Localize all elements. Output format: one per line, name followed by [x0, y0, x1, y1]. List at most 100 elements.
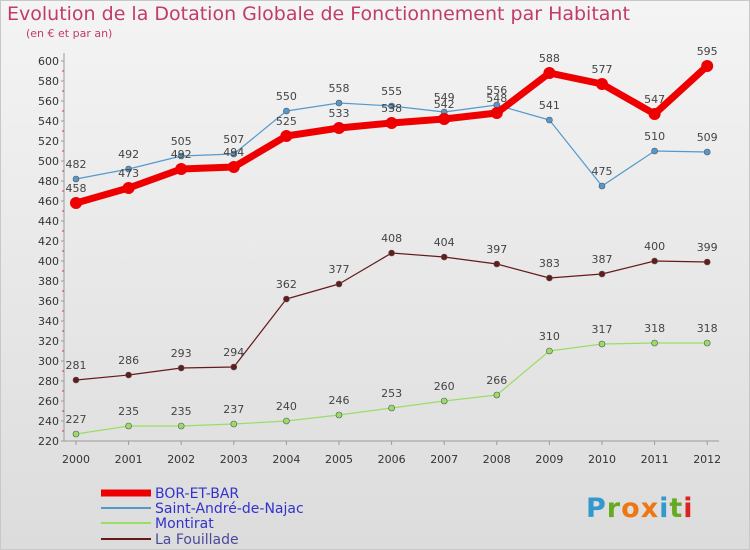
x-tick-label: 2000	[62, 453, 90, 466]
y-tick-label: 560	[38, 95, 59, 108]
y-tick-label: 600	[38, 55, 59, 68]
data-point-saint-andre-de-najac	[230, 150, 238, 158]
legend-label: Saint-André-de-Najac	[155, 501, 304, 517]
data-point-saint-andre-de-najac	[703, 148, 711, 156]
data-point-bor-et-bar	[280, 130, 293, 142]
y-tick-label: 360	[38, 295, 59, 308]
logo-letter: i	[659, 493, 670, 524]
data-point-bor-et-bar	[227, 161, 240, 173]
data-label-saint-andre-de-najac: 550	[276, 90, 297, 103]
y-tick-label: 340	[38, 315, 59, 328]
data-label-montirat: 260	[434, 380, 455, 393]
data-point-saint-andre-de-najac	[283, 107, 290, 115]
data-label-saint-andre-de-najac: 556	[486, 84, 507, 97]
data-point-saint-andre-de-najac	[546, 116, 553, 124]
chart-subtitle: (en € et par an)	[26, 27, 113, 40]
logo-letter: x	[640, 493, 660, 524]
data-point-la-fouillade	[335, 280, 343, 288]
data-label-la-fouillade: 404	[434, 236, 455, 249]
data-point-la-fouillade	[546, 274, 553, 282]
y-tick-label: 320	[38, 335, 59, 348]
data-point-la-fouillade	[283, 295, 290, 303]
legend-label: La Fouillade	[155, 532, 239, 548]
data-label-montirat: 310	[539, 330, 560, 343]
data-point-montirat	[546, 347, 553, 355]
y-tick-label: 300	[38, 355, 59, 368]
data-label-montirat: 246	[329, 394, 350, 407]
data-label-montirat: 237	[223, 403, 244, 416]
data-label-bor-et-bar: 548	[486, 92, 507, 105]
data-label-saint-andre-de-najac: 482	[66, 158, 87, 171]
logo-letter: P	[586, 493, 607, 524]
data-point-montirat	[493, 391, 501, 399]
y-tick-label: 460	[38, 195, 59, 208]
y-tick-label: 380	[38, 275, 59, 288]
data-point-saint-andre-de-najac	[72, 175, 80, 183]
logo-letter: o	[621, 493, 641, 524]
data-label-bor-et-bar: 533	[329, 107, 350, 120]
data-point-la-fouillade	[72, 376, 80, 384]
y-tick-label: 280	[38, 375, 59, 388]
data-point-bor-et-bar	[490, 107, 503, 119]
chart-title: Evolution de la Dotation Globale de Fonc…	[7, 3, 630, 25]
data-point-la-fouillade	[230, 363, 238, 371]
x-tick-label: 2006	[378, 453, 406, 466]
data-label-la-fouillade: 362	[276, 278, 297, 291]
data-point-bor-et-bar	[543, 67, 556, 79]
series-line-la-fouillade	[75, 252, 708, 381]
x-tick-label: 2005	[325, 453, 353, 466]
data-point-saint-andre-de-najac	[388, 102, 395, 110]
data-label-montirat: 253	[381, 387, 402, 400]
data-label-bor-et-bar: 538	[381, 102, 402, 115]
y-tick-label: 480	[38, 175, 59, 188]
data-label-montirat: 235	[118, 405, 139, 418]
data-label-saint-andre-de-najac: 505	[171, 135, 192, 148]
data-point-montirat	[335, 411, 343, 419]
data-point-bor-et-bar	[122, 182, 135, 194]
data-label-la-fouillade: 387	[592, 253, 613, 266]
y-tick-label: 420	[38, 235, 59, 248]
data-label-saint-andre-de-najac: 541	[539, 99, 560, 112]
y-tick-label: 240	[38, 415, 59, 428]
data-label-saint-andre-de-najac: 492	[118, 148, 139, 161]
data-point-saint-andre-de-najac	[651, 147, 658, 155]
y-tick-label: 440	[38, 215, 59, 228]
data-point-bor-et-bar	[701, 60, 714, 72]
data-point-bor-et-bar	[648, 108, 661, 120]
logo-letter: t	[669, 493, 684, 524]
data-point-bor-et-bar	[70, 197, 82, 209]
data-point-bor-et-bar	[438, 113, 451, 125]
x-tick-label: 2001	[115, 453, 143, 466]
data-label-la-fouillade: 408	[381, 232, 402, 245]
data-point-bor-et-bar	[385, 117, 398, 129]
data-label-montirat: 266	[486, 374, 507, 387]
x-tick-label: 2009	[535, 453, 563, 466]
data-label-bor-et-bar: 577	[592, 63, 613, 76]
x-tick-label: 2010	[588, 453, 616, 466]
data-label-bor-et-bar: 494	[223, 146, 244, 159]
data-point-saint-andre-de-najac	[125, 165, 132, 173]
data-point-bor-et-bar	[333, 122, 345, 134]
data-point-la-fouillade	[651, 257, 658, 265]
legend-label: Montirat	[155, 516, 214, 532]
data-point-montirat	[703, 339, 711, 347]
data-label-bor-et-bar: 595	[697, 45, 718, 58]
data-point-bor-et-bar	[175, 163, 188, 175]
data-point-la-fouillade	[440, 253, 448, 261]
y-tick-label: 220	[38, 435, 59, 448]
y-tick-label: 260	[38, 395, 59, 408]
data-label-la-fouillade: 400	[644, 240, 665, 253]
x-tick-label: 2003	[220, 453, 248, 466]
x-tick-label: 2007	[430, 453, 458, 466]
data-label-la-fouillade: 293	[171, 347, 192, 360]
y-tick-label: 520	[38, 135, 59, 148]
data-label-montirat: 240	[276, 400, 297, 413]
data-label-bor-et-bar: 547	[644, 93, 665, 106]
data-label-la-fouillade: 383	[539, 257, 560, 270]
data-point-montirat	[230, 420, 238, 428]
x-tick-label: 2011	[641, 453, 669, 466]
data-point-montirat	[598, 340, 606, 348]
data-point-la-fouillade	[125, 371, 132, 379]
x-tick-label: 2004	[272, 453, 300, 466]
data-label-la-fouillade: 281	[66, 359, 87, 372]
